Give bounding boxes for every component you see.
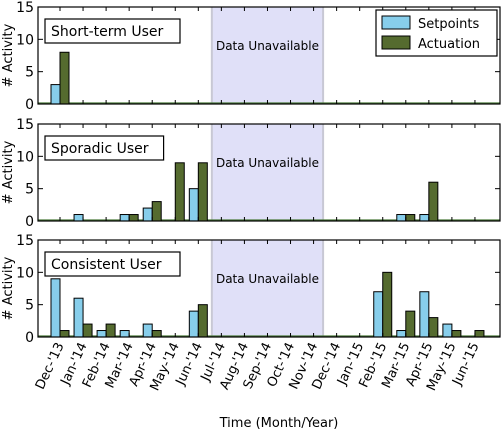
bar-setpoints-1-0 [50,84,61,105]
ytick-label: 5 [25,182,34,198]
y-axis-label: # Activity [1,23,16,87]
panel-label-box [44,251,181,277]
panel-frame [37,6,501,105]
bar-actuation-2-4 [151,201,162,222]
panel-label-box [44,18,181,44]
bar-setpoints-3-6 [188,310,199,338]
bar-setpoints-3-3 [119,330,130,338]
unavailable-band [211,124,324,221]
ytick-label: 10 [16,265,34,281]
panel-frame [37,239,501,338]
ytick-label: 15 [16,233,34,249]
ytick-label: 10 [16,32,34,48]
ytick-label: 0 [25,330,34,346]
xtick-label: Dec-'13 [33,340,68,392]
unavailable-label: Data Unavailable [216,272,319,286]
legend-label-2: Actuation [418,37,480,52]
bar-actuation-2-3 [128,214,139,222]
panel-frame [37,123,501,222]
bar-setpoints-3-14 [373,291,384,338]
bar-actuation-3-1 [82,323,93,338]
ytick-label: 10 [16,149,34,165]
bar-setpoints-3-4 [142,323,153,338]
bar-setpoints-2-4 [142,207,153,222]
bar-setpoints-2-6 [188,188,199,222]
legend-label-1: Setpoints [418,17,480,32]
unavailable-band [211,240,324,337]
bar-actuation-2-16 [428,181,439,222]
bar-setpoints-2-1 [73,214,84,222]
y-axis-label: # Activity [1,140,16,204]
unavailable-band [211,7,324,104]
bar-actuation-2-5 [174,162,185,222]
bar-actuation-3-2 [105,323,116,338]
legend-swatch-2 [381,35,411,50]
bar-actuation-2-6 [197,162,208,222]
bar-setpoints-3-2 [96,330,107,338]
panel-label: Consistent User [51,257,162,273]
bar-actuation-3-17 [451,330,462,338]
bar-actuation-1-0 [59,51,70,105]
bar-actuation-3-16 [428,317,439,338]
ytick-label: 5 [25,65,34,81]
bar-actuation-3-14 [382,271,393,338]
bar-setpoints-3-1 [73,297,84,338]
unavailable-label: Data Unavailable [216,39,319,53]
bar-actuation-2-15 [405,214,416,222]
panel-2: Data Unavailable 0 5 10 15# Activity Sporadic… [1,117,501,230]
panel-label: Short-term User [51,24,163,40]
bar-actuation-3-0 [59,330,70,338]
bar-setpoints-3-16 [419,291,430,338]
x-axis-label: Time (Month/Year) [219,416,339,431]
bar-setpoints-2-3 [119,214,130,222]
y-axis-label: # Activity [1,256,16,320]
ytick-label: 15 [16,0,34,16]
panel-3: Data Unavailable 0 5 10 15# Activity Consiste… [1,233,501,346]
legend-swatch-1 [381,15,411,30]
bar-setpoints-2-16 [419,214,430,222]
bar-actuation-3-6 [197,304,208,338]
panel-1: Data Unavailable 0 5 10 15# Activity Short-te… [1,0,501,113]
bar-actuation-3-18 [474,330,485,338]
ytick-label: 5 [25,298,34,314]
bar-actuation-3-4 [151,330,162,338]
panel-label: Sporadic User [51,141,149,157]
ytick-label: 0 [25,214,34,230]
bar-setpoints-3-17 [442,323,453,338]
ytick-label: 15 [16,117,34,133]
bar-setpoints-3-15 [396,330,407,338]
ytick-label: 0 [25,97,34,113]
panel-label-box [44,135,165,161]
unavailable-label: Data Unavailable [216,156,319,170]
bar-setpoints-3-0 [50,278,61,338]
bar-setpoints-2-15 [396,214,407,222]
bar-actuation-3-15 [405,310,416,338]
